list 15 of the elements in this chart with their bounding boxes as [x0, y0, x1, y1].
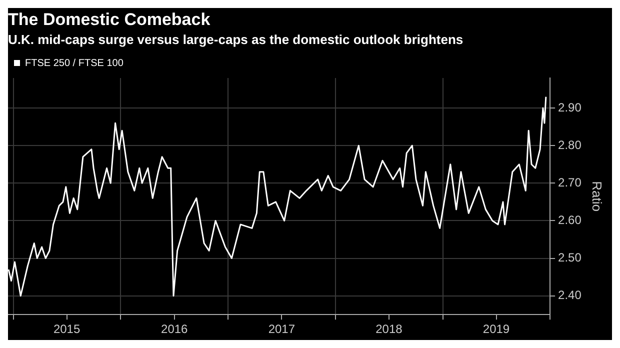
legend-label: FTSE 250 / FTSE 100 [25, 58, 124, 69]
x-tick-label: 2015 [53, 322, 80, 336]
chart-subtitle: U.K. mid-caps surge versus large-caps as the domestic outlook brightens [8, 32, 464, 47]
y-tick-label: 2.60 [558, 213, 582, 228]
x-tick-label: 2018 [376, 322, 403, 336]
y-tick-label: 2.90 [558, 100, 582, 114]
x-tick-label: 2016 [161, 322, 188, 336]
chart-title: The Domestic Comeback [8, 10, 211, 29]
y-tick-label: 2.50 [558, 250, 582, 265]
y-tick-label: 2.80 [558, 138, 582, 152]
y-tick-label: 2.70 [558, 175, 582, 190]
x-tick-label: 2017 [268, 322, 296, 336]
y-axis-title: Ratio [590, 181, 605, 212]
y-tick-label: 2.40 [558, 288, 582, 302]
x-tick-label: 2019 [482, 322, 510, 336]
